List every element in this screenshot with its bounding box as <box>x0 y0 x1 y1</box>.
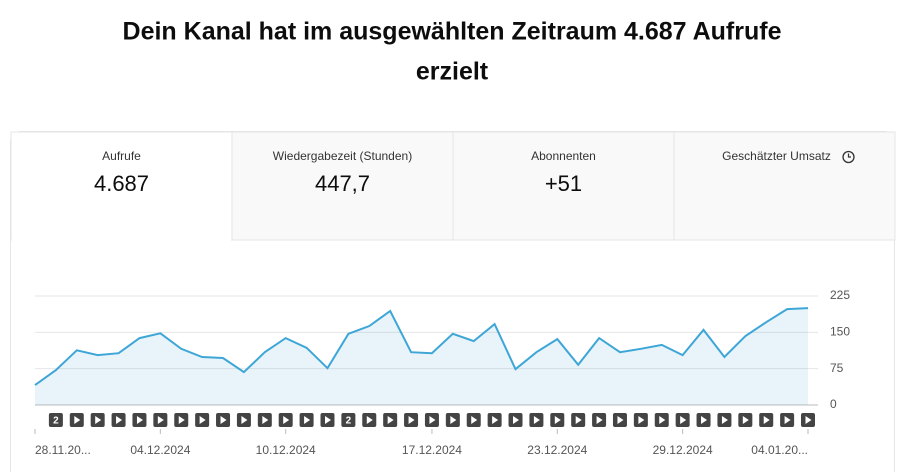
marker-label: 2 <box>346 416 352 427</box>
metric-tab[interactable]: Abonnenten +51 <box>452 131 675 241</box>
play-icon <box>742 416 749 424</box>
play-icon <box>450 416 457 424</box>
video-marker[interactable] <box>48 413 63 427</box>
play-icon <box>513 416 520 424</box>
play-icon <box>763 416 770 424</box>
play-icon <box>95 416 102 424</box>
x-tick-label: 17.12.2024 <box>402 443 462 457</box>
play-icon <box>241 416 248 424</box>
metric-label: Aufrufe <box>102 149 141 163</box>
x-tick-label: 10.12.2024 <box>256 443 316 457</box>
metric-tab[interactable]: Aufrufe 4.687 <box>10 131 233 241</box>
tab-background <box>10 131 233 241</box>
metric-label: Abonnenten <box>531 149 596 163</box>
metric-label: Wiedergabezeit (Stunden) <box>273 149 412 163</box>
play-icon <box>659 416 666 424</box>
play-icon <box>199 416 206 424</box>
play-icon <box>366 416 373 424</box>
play-icon <box>721 416 728 424</box>
play-icon <box>554 416 561 424</box>
page-title: erzielt <box>416 58 489 86</box>
play-icon <box>638 416 645 424</box>
metric-tab[interactable]: Wiedergabezeit (Stunden) 447,7 <box>231 131 454 241</box>
metric-value: 447,7 <box>315 171 370 196</box>
play-icon <box>805 416 812 424</box>
tab-selected-fill <box>12 236 231 242</box>
play-icon <box>283 416 290 424</box>
tab-background <box>231 131 454 241</box>
play-icon <box>471 416 478 424</box>
x-tick-label: 23.12.2024 <box>527 443 587 457</box>
play-icon <box>387 416 394 424</box>
y-tick-label: 225 <box>830 288 850 302</box>
clock-hand <box>847 153 851 158</box>
y-tick-label: 0 <box>830 397 837 411</box>
area-fill <box>35 308 808 405</box>
play-icon <box>492 416 499 424</box>
x-tick-label: 29.12.2024 <box>653 443 713 457</box>
metric-value: 4.687 <box>94 171 149 196</box>
play-icon <box>178 416 185 424</box>
play-icon <box>596 416 603 424</box>
x-tick-label: 04.12.2024 <box>130 443 190 457</box>
clock-icon <box>842 150 855 164</box>
play-icon <box>575 416 582 424</box>
play-icon <box>74 416 81 424</box>
play-icon <box>324 416 331 424</box>
metric-tab[interactable]: Geschätzter Umsatz <box>673 131 896 241</box>
video-marker[interactable] <box>341 413 356 427</box>
play-icon <box>262 416 269 424</box>
play-icon <box>701 416 708 424</box>
y-tick-label: 75 <box>830 361 844 375</box>
play-icon <box>784 416 791 424</box>
play-icon <box>220 416 227 424</box>
play-icon <box>136 416 143 424</box>
play-icon <box>617 416 624 424</box>
metric-label: Geschätzter Umsatz <box>722 149 831 163</box>
play-icon <box>429 416 436 424</box>
line <box>34 307 809 386</box>
play-icon <box>680 416 687 424</box>
play-icon <box>116 416 123 424</box>
x-tick-label: 04.01.20... <box>751 443 808 457</box>
y-tick-label: 150 <box>830 325 850 339</box>
tab-background <box>673 131 896 241</box>
play-icon <box>408 416 415 424</box>
tab-background <box>452 131 675 241</box>
metric-value: +51 <box>545 171 582 196</box>
marker-label: 2 <box>53 416 59 427</box>
play-icon <box>157 416 164 424</box>
page-title: Dein Kanal hat im ausgewählten Zeitraum … <box>123 18 782 46</box>
x-tick-label: 28.11.20... <box>35 443 91 457</box>
play-icon <box>304 416 311 424</box>
play-icon <box>533 416 540 424</box>
